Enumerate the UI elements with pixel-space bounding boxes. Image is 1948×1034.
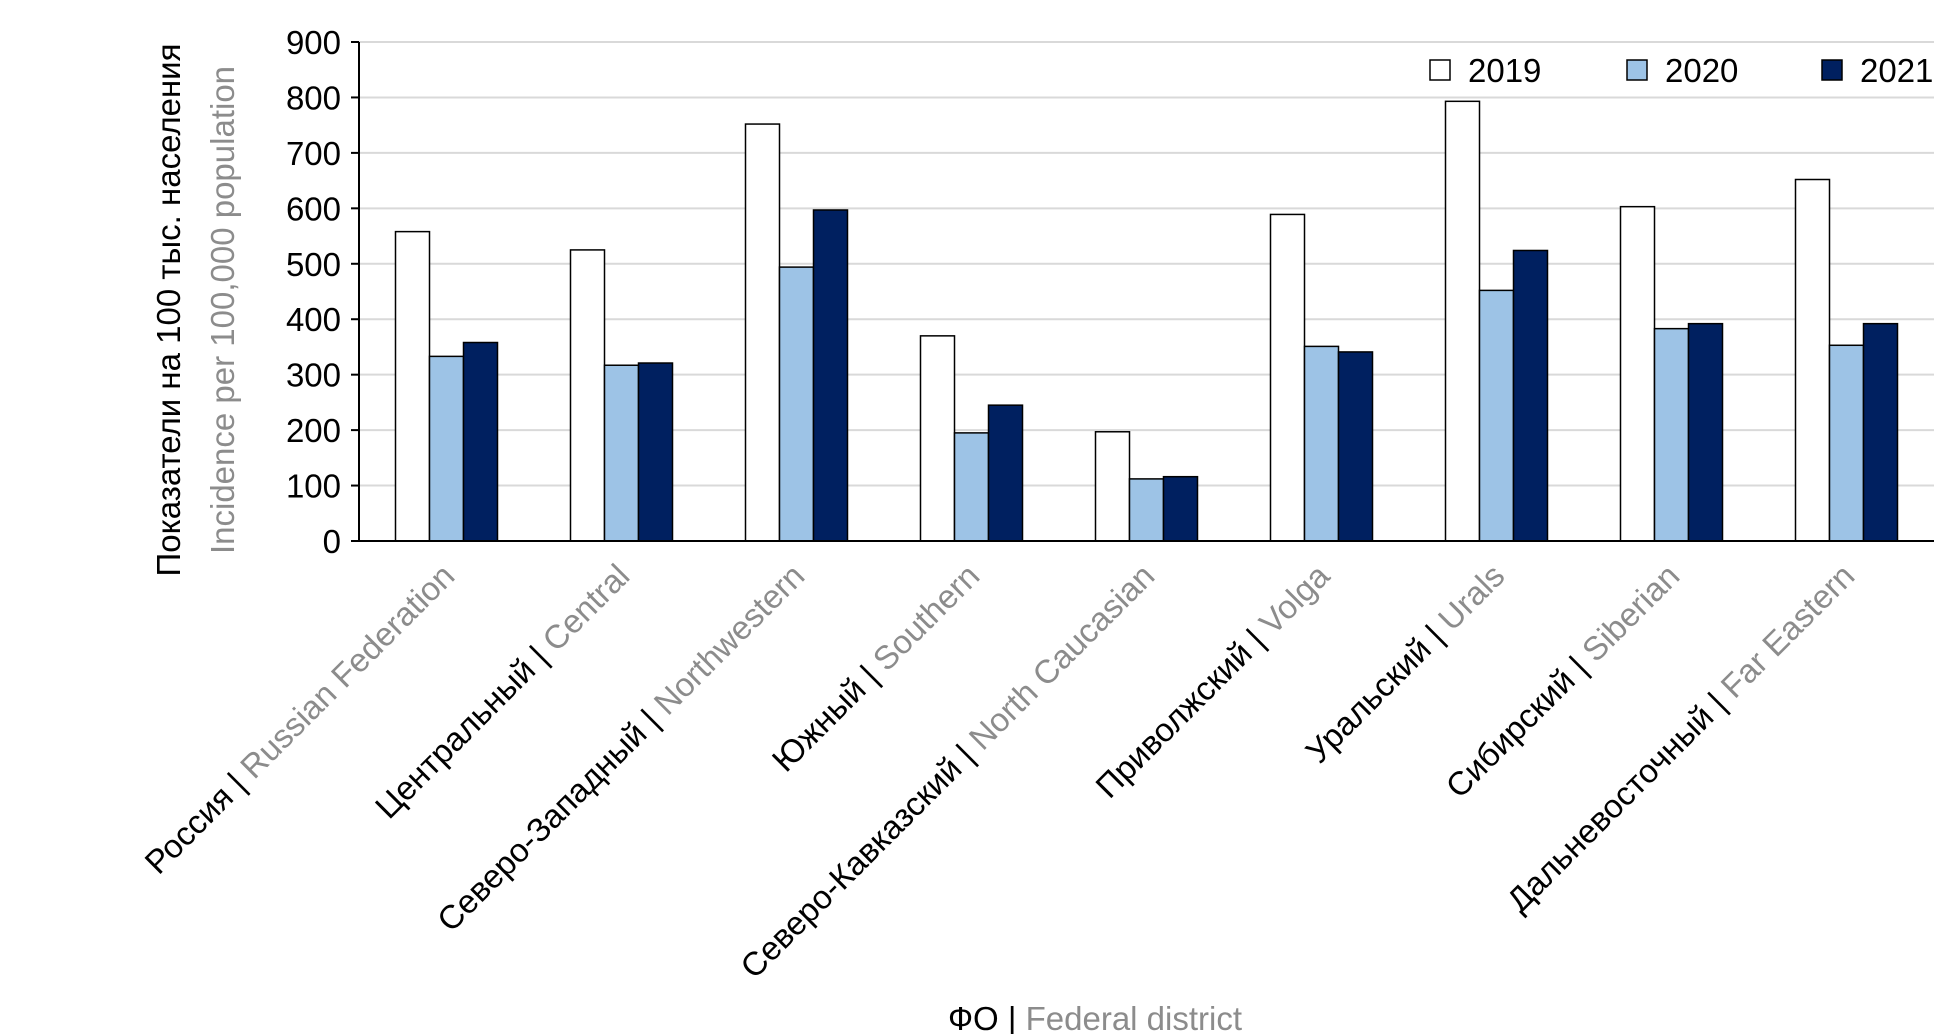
y-tick-label: 100 [286, 468, 341, 505]
bar [1687, 322, 1724, 542]
y-axis-title-en: Incidence per 100,000 population [204, 66, 241, 554]
bar [778, 266, 815, 542]
y-tick-label: 300 [286, 357, 341, 394]
x-tick-label-ru: Сибирский | [1438, 649, 1594, 805]
bar [603, 364, 640, 542]
x-tick-label-en: Central [535, 557, 636, 658]
y-axis-title-ru: Показатели на 100 тыс. населения [150, 44, 187, 577]
x-tick-label: Россия | Russian Federation [137, 557, 461, 881]
bar [1303, 345, 1340, 542]
bar [428, 355, 465, 542]
bar [394, 230, 431, 542]
x-tick-label-ru: Приволжский | [1088, 622, 1271, 805]
bar [462, 341, 499, 542]
legend-swatch [1429, 59, 1451, 81]
y-tick-label: 500 [286, 246, 341, 283]
x-axis-title-ru: ФО | [948, 1000, 1017, 1034]
x-tick-label-en: Urals [1431, 557, 1512, 638]
x-tick-label-ru: Уральский | [1298, 618, 1450, 770]
bar [1128, 478, 1165, 542]
bar [1619, 205, 1656, 542]
legend-label: 2021 [1860, 52, 1933, 89]
x-tick-label-ru: Центральный | [368, 639, 555, 826]
bar [1828, 344, 1865, 542]
x-tick-label-ru: Россия | [137, 766, 252, 881]
bar [1512, 249, 1549, 542]
bar [1269, 213, 1306, 542]
bar [1862, 322, 1899, 542]
y-tick-label: 200 [286, 412, 341, 449]
legend-swatch [1821, 59, 1843, 81]
y-tick-label: 400 [286, 301, 341, 338]
bar [953, 432, 990, 542]
x-tick-label-ru: Южный | [765, 658, 886, 779]
y-axis-title: Показатели на 100 тыс. населения Incidenc… [150, 44, 241, 577]
x-tick-label-en: Far Eastern [1713, 557, 1861, 705]
x-tick-label-en: Northwestern [647, 557, 812, 722]
y-tick-label: 800 [286, 79, 341, 116]
x-tick-label-en: Volga [1252, 556, 1337, 641]
x-axis-title-en: Federal district [1026, 1000, 1242, 1034]
y-tick-label: 600 [286, 190, 341, 227]
y-tick-label: 900 [286, 24, 341, 61]
legend-label: 2020 [1665, 52, 1738, 89]
bar [1094, 431, 1131, 542]
bar [1794, 178, 1831, 542]
bar [812, 209, 849, 542]
x-tick-label-en: Southern [866, 557, 987, 678]
bar [1444, 100, 1481, 542]
x-tick-label-ru: Северо-Кавказский | [733, 737, 981, 985]
x-tick-label-en: North Caucasian [961, 557, 1161, 757]
bar [637, 362, 674, 542]
bar [1337, 351, 1374, 542]
x-tick-label-en: Siberian [1575, 557, 1687, 669]
bar [987, 404, 1024, 542]
x-tick-label: Северо-Западный | Northwestern [430, 557, 812, 939]
x-tick-label: Дальневосточный | Far Eastern [1499, 557, 1861, 919]
bar [1478, 289, 1515, 542]
bar [919, 335, 956, 542]
bar [1653, 327, 1690, 542]
y-tick-label: 0 [323, 523, 341, 560]
x-axis-title: ФО | Federal district [948, 1000, 1242, 1034]
bar [744, 123, 781, 542]
bar [1162, 475, 1199, 542]
legend-swatch [1626, 59, 1648, 81]
bar [569, 249, 606, 542]
y-tick-label: 700 [286, 135, 341, 172]
legend-label: 2019 [1468, 52, 1541, 89]
